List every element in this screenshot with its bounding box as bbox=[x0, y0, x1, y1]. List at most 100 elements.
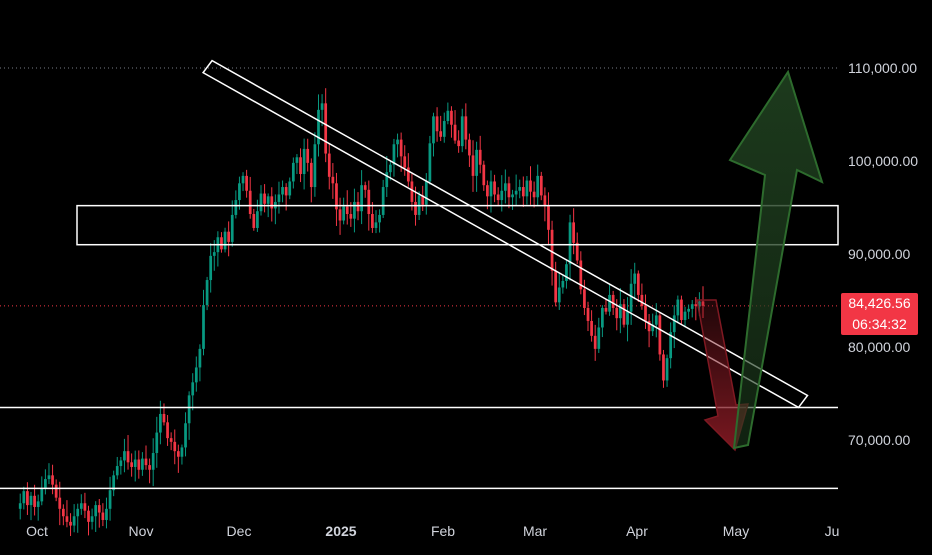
candle-body bbox=[162, 413, 166, 423]
candle-body bbox=[547, 205, 550, 230]
candle bbox=[36, 494, 40, 521]
candle bbox=[223, 227, 227, 253]
candle bbox=[26, 482, 29, 515]
candle bbox=[87, 505, 90, 536]
candle-body bbox=[601, 307, 604, 328]
candle bbox=[683, 306, 687, 328]
candle-body bbox=[583, 289, 586, 308]
candle bbox=[529, 166, 532, 205]
candle-body bbox=[651, 324, 655, 332]
candle-body bbox=[184, 423, 187, 448]
candle-body bbox=[626, 311, 629, 325]
candle bbox=[241, 172, 245, 192]
candle bbox=[277, 181, 281, 214]
candle-body bbox=[536, 175, 540, 198]
candle-body bbox=[123, 451, 126, 461]
candle-body bbox=[500, 190, 504, 201]
candle bbox=[464, 103, 468, 150]
candle-body bbox=[453, 124, 457, 141]
candle bbox=[457, 130, 461, 153]
candle bbox=[633, 262, 637, 300]
candle-body bbox=[22, 491, 26, 504]
candle-body bbox=[475, 149, 478, 176]
candle-body bbox=[690, 304, 694, 309]
candle-body bbox=[450, 110, 453, 125]
candle-body bbox=[590, 320, 593, 336]
candle-body bbox=[309, 162, 313, 188]
candle-body bbox=[367, 189, 371, 215]
candle-body bbox=[306, 148, 310, 163]
candle bbox=[525, 176, 529, 205]
candle-body bbox=[266, 196, 270, 204]
bullish-arrow-icon[interactable] bbox=[728, 69, 824, 450]
candle bbox=[547, 192, 550, 246]
candle-body bbox=[119, 460, 123, 467]
candle-body bbox=[331, 176, 335, 184]
candle bbox=[342, 197, 346, 225]
candle bbox=[572, 208, 575, 255]
candle-body bbox=[288, 181, 292, 196]
candle bbox=[478, 135, 482, 174]
candle bbox=[338, 197, 342, 235]
candle bbox=[662, 349, 665, 388]
candle-body bbox=[381, 187, 385, 215]
candle bbox=[270, 187, 274, 222]
descending-trend-channel[interactable] bbox=[201, 59, 809, 409]
candle bbox=[392, 138, 396, 177]
x-tick-label: Feb bbox=[431, 523, 455, 539]
candle-body bbox=[327, 153, 331, 177]
candle-body bbox=[518, 187, 522, 191]
candle-body bbox=[248, 190, 252, 215]
candle-body bbox=[493, 181, 496, 195]
candle bbox=[205, 276, 209, 311]
candle-body bbox=[338, 209, 342, 221]
x-tick-label: Ju bbox=[825, 523, 840, 539]
candle bbox=[209, 243, 213, 293]
candle-body bbox=[29, 495, 33, 506]
candle bbox=[680, 295, 683, 325]
y-tick-label: 70,000.00 bbox=[848, 432, 910, 448]
candle-body bbox=[687, 308, 690, 312]
candle bbox=[460, 108, 464, 153]
candle-body bbox=[223, 231, 227, 250]
candle-body bbox=[428, 143, 432, 182]
candle-body bbox=[680, 299, 683, 321]
candle bbox=[690, 300, 694, 318]
candle bbox=[166, 415, 169, 446]
candle-body bbox=[270, 196, 274, 209]
candle-body bbox=[173, 441, 177, 452]
resistance-zone-box[interactable] bbox=[76, 204, 839, 246]
candle-body bbox=[611, 294, 615, 308]
candle bbox=[446, 102, 450, 125]
candle bbox=[220, 232, 223, 253]
candle bbox=[176, 444, 180, 473]
candle-body bbox=[464, 116, 468, 140]
candle bbox=[47, 463, 51, 485]
candle bbox=[590, 310, 593, 342]
candle bbox=[274, 194, 277, 225]
candle-body bbox=[320, 103, 324, 110]
candle bbox=[256, 199, 259, 232]
candle-body bbox=[633, 273, 637, 284]
candle bbox=[403, 145, 407, 176]
candle-body bbox=[575, 242, 579, 261]
candle bbox=[284, 183, 288, 211]
x-tick-label: Nov bbox=[129, 523, 154, 539]
candle-body bbox=[133, 459, 137, 467]
candle-body bbox=[137, 459, 141, 470]
x-tick-label: Dec bbox=[227, 523, 252, 539]
x-tick-label: Oct bbox=[26, 523, 48, 539]
candle-body bbox=[61, 508, 65, 517]
candle bbox=[475, 141, 478, 192]
candle bbox=[105, 497, 108, 529]
candle-body bbox=[554, 270, 558, 303]
candle-body bbox=[507, 183, 511, 198]
candle-body bbox=[374, 222, 378, 228]
candle-body bbox=[194, 367, 198, 383]
candle bbox=[511, 189, 514, 210]
candle bbox=[69, 513, 72, 537]
candle bbox=[604, 298, 608, 315]
candle bbox=[309, 158, 313, 203]
